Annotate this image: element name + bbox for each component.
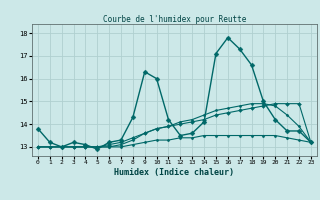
- Title: Courbe de l'humidex pour Reutte: Courbe de l'humidex pour Reutte: [103, 15, 246, 24]
- X-axis label: Humidex (Indice chaleur): Humidex (Indice chaleur): [115, 168, 234, 177]
